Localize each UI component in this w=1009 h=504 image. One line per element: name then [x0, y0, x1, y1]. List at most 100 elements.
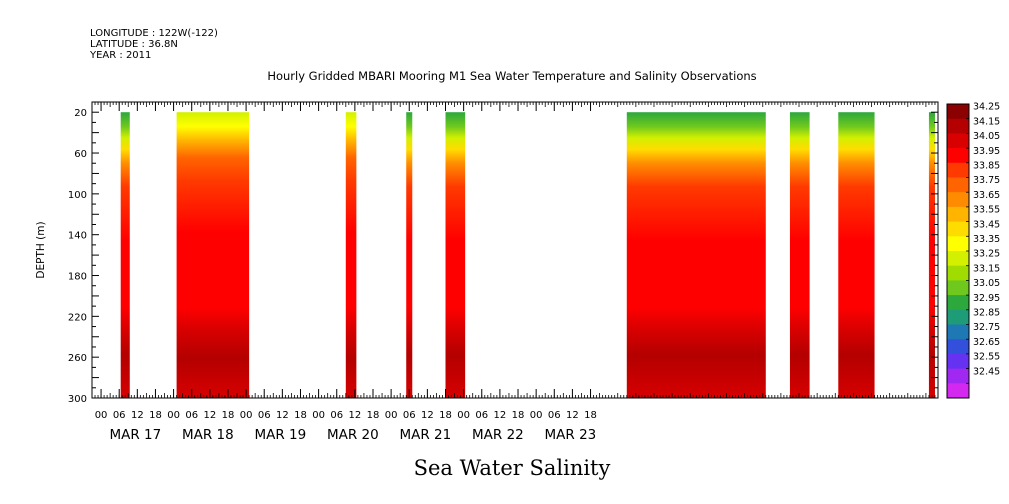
data-segment — [838, 112, 875, 398]
colorbar-swatch — [947, 339, 969, 355]
colorbar-label: 33.55 — [973, 205, 1000, 216]
colorbar-swatch — [947, 104, 969, 120]
colorbar-swatch — [947, 368, 969, 384]
y-tick-label: 100 — [68, 190, 87, 201]
latitude-label: LATITUDE : 36.8N — [90, 39, 178, 50]
colorbar-swatch — [947, 162, 969, 178]
colorbar-swatch — [947, 324, 969, 340]
y-tick-label: 220 — [68, 312, 87, 323]
colorbar-swatch — [947, 118, 969, 134]
x-tick-label: 00 — [312, 410, 325, 421]
data-segment — [406, 112, 413, 398]
colorbar-label: 33.35 — [973, 234, 1000, 245]
x-tick-label: 12 — [276, 410, 289, 421]
x-tick-label: 12 — [203, 410, 216, 421]
data-segment — [445, 112, 466, 398]
x-tick-label: 00 — [385, 410, 398, 421]
chart-title: Hourly Gridded MBARI Mooring M1 Sea Wate… — [267, 69, 756, 83]
x-day-label: MAR 17 — [109, 427, 161, 443]
data-segment — [626, 112, 766, 398]
x-tick-label: 12 — [566, 410, 579, 421]
x-tick-label: 12 — [131, 410, 144, 421]
x-tick-label: 12 — [348, 410, 361, 421]
y-tick-label: 60 — [74, 149, 87, 160]
colorbar-label: 32.75 — [973, 322, 1000, 333]
x-tick-label: 18 — [149, 410, 162, 421]
colorbar-label: 33.75 — [973, 175, 1000, 186]
x-tick-label: 00 — [530, 410, 543, 421]
x-tick-label: 06 — [475, 410, 488, 421]
x-tick-label: 12 — [494, 410, 507, 421]
x-day-label: MAR 20 — [327, 427, 379, 443]
y-axis: 20 60 100 140 180 220 260 300 — [68, 101, 938, 405]
colorbar-label: 33.25 — [973, 249, 1000, 260]
colorbar-swatch — [947, 206, 969, 222]
y-tick-label: 180 — [68, 272, 87, 283]
colorbar-label: 32.95 — [973, 293, 1000, 304]
x-tick-label: 06 — [113, 410, 126, 421]
colorbar-label: 32.85 — [973, 308, 1000, 319]
x-tick-label: 18 — [512, 410, 525, 421]
x-tick-label: 06 — [258, 410, 271, 421]
colorbar-swatch — [947, 295, 969, 311]
colorbar-swatch — [947, 133, 969, 149]
x-axis: 00 06 12 18 00 06 12 18 00 06 12 18 00 06 12 18 00 06 12 18… — [91, 102, 939, 443]
y-axis-label: DEPTH (m) — [35, 221, 47, 278]
colorbar-swatch — [947, 236, 969, 252]
x-day-label: MAR 23 — [545, 427, 597, 443]
data-segment — [789, 112, 810, 398]
colorbar-label: 33.65 — [973, 190, 1000, 201]
y-tick-label: 260 — [68, 353, 87, 364]
colorbar-swatch — [947, 383, 969, 399]
colorbar-swatch — [947, 265, 969, 281]
x-tick-label: 18 — [294, 410, 307, 421]
x-tick-label: 06 — [548, 410, 561, 421]
colorbar-label: 34.05 — [973, 131, 1000, 142]
colorbar-label: 33.05 — [973, 278, 1000, 289]
colorbar: 34.25 34.15 34.05 33.95 33.85 33.75 33.65 33.55… — [946, 102, 1000, 399]
colorbar-swatch — [947, 280, 969, 296]
colorbar-swatch — [947, 221, 969, 237]
x-tick-label: 06 — [330, 410, 343, 421]
data-segment — [345, 112, 357, 398]
data-segments — [120, 112, 935, 398]
longitude-label: LONGITUDE : 122W(-122) — [90, 28, 218, 39]
colorbar-label: 34.25 — [973, 102, 1000, 113]
colorbar-swatch — [947, 251, 969, 267]
x-tick-label: 18 — [584, 410, 597, 421]
x-tick-label: 18 — [367, 410, 380, 421]
data-segment — [120, 112, 130, 398]
colorbar-label: 33.85 — [973, 161, 1000, 172]
x-day-label: MAR 21 — [400, 427, 452, 443]
year-label: YEAR : 2011 — [89, 50, 151, 61]
x-day-label: MAR 19 — [254, 427, 306, 443]
x-tick-label: 18 — [222, 410, 235, 421]
x-tick-label: 18 — [439, 410, 452, 421]
colorbar-swatch — [947, 192, 969, 208]
colorbar-label: 33.15 — [973, 263, 1000, 274]
y-tick-label: 300 — [68, 394, 87, 405]
x-tick-label: 00 — [457, 410, 470, 421]
colorbar-swatch — [947, 309, 969, 325]
y-tick-label: 140 — [68, 231, 87, 242]
data-segment — [176, 112, 250, 398]
x-tick-label: 06 — [403, 410, 416, 421]
x-tick-label: 06 — [185, 410, 198, 421]
colorbar-label: 33.45 — [973, 219, 1000, 230]
colorbar-label: 34.15 — [973, 116, 1000, 127]
x-tick-label: 00 — [167, 410, 180, 421]
colorbar-label: 32.55 — [973, 352, 1000, 363]
x-day-label: MAR 18 — [182, 427, 234, 443]
x-day-label: MAR 22 — [472, 427, 524, 443]
colorbar-label: 33.95 — [973, 146, 1000, 157]
y-tick-label: 20 — [74, 108, 87, 119]
colorbar-swatch — [947, 148, 969, 164]
colorbar-label: 32.45 — [973, 366, 1000, 377]
colorbar-swatch — [947, 177, 969, 193]
x-tick-label: 00 — [95, 410, 108, 421]
colorbar-swatch — [947, 353, 969, 369]
colorbar-label: 32.65 — [973, 337, 1000, 348]
x-tick-label: 12 — [421, 410, 434, 421]
bottom-label: Sea Water Salinity — [414, 456, 611, 480]
